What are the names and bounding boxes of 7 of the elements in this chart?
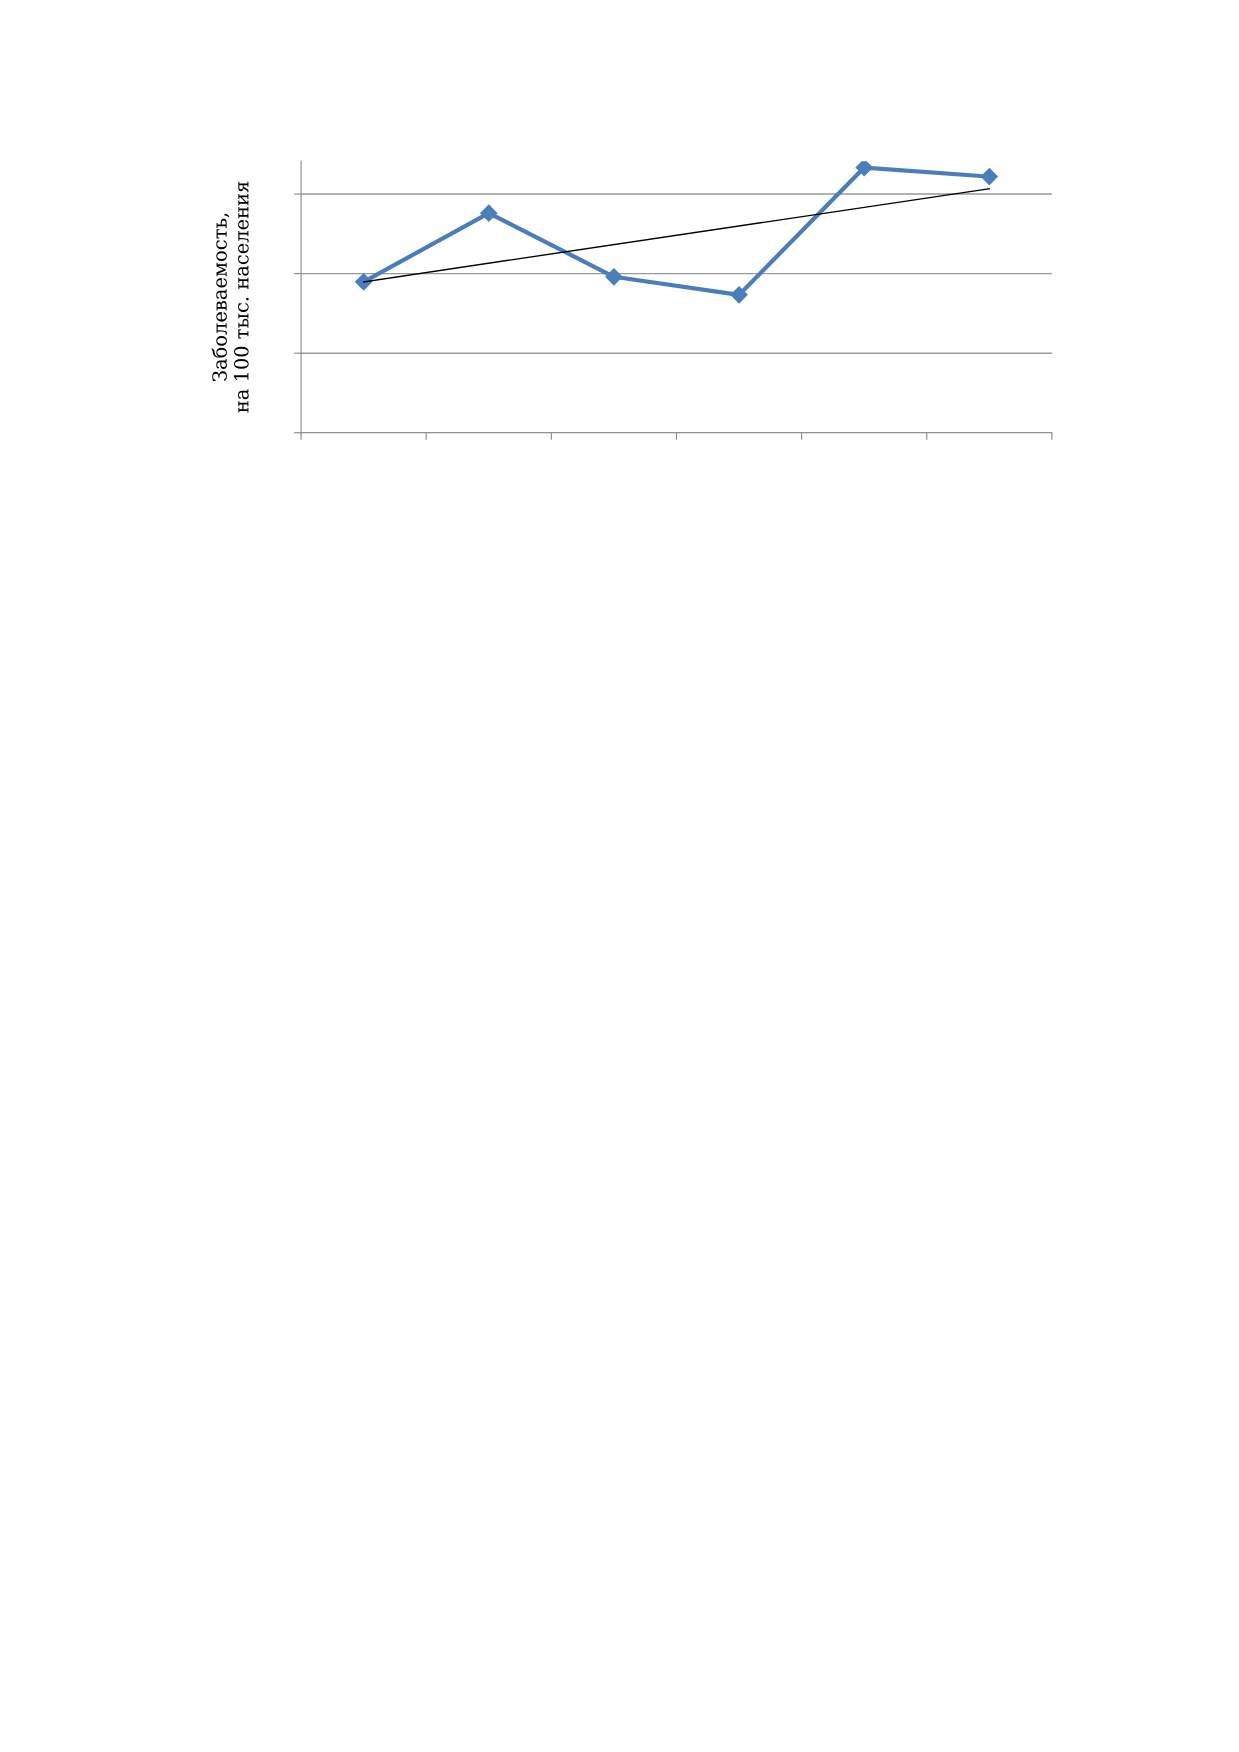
point: [355, 273, 373, 291]
point: [605, 268, 623, 286]
point: [855, 161, 873, 177]
y-axis-title: Заболеваемость, на 100 тыс. населения: [211, 181, 249, 413]
point: [730, 286, 748, 304]
point: [480, 204, 498, 222]
point: [980, 168, 998, 186]
